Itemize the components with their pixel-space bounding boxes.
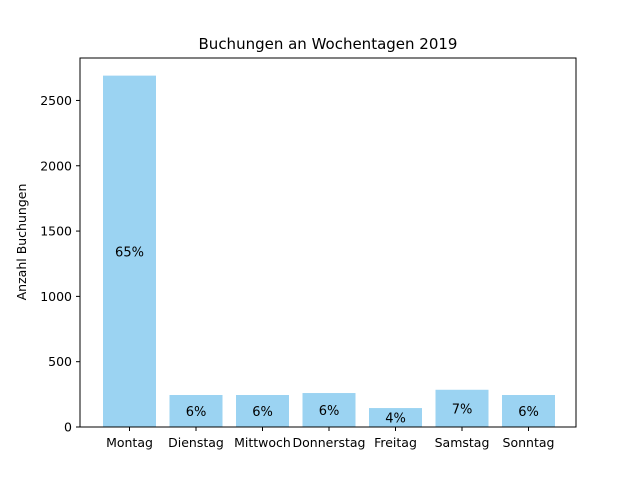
y-axis-label: Anzahl Buchungen (14, 184, 29, 301)
bar-samstag (435, 389, 489, 427)
x-tick-label: Samstag (435, 435, 490, 450)
data-label-donnerstag: 6% (319, 404, 340, 419)
y-tick-label: 1000 (40, 289, 72, 304)
bar-montag (103, 75, 156, 427)
x-tick-label: Freitag (374, 435, 417, 450)
bar-donnerstag (302, 393, 356, 427)
plot-frame (79, 57, 577, 428)
x-tick-label: Donnerstag (293, 435, 366, 450)
data-label-sonntag: 6% (518, 405, 539, 420)
y-tick-label: 2500 (40, 93, 72, 108)
x-tick-label: Mittwoch (234, 435, 291, 450)
y-tick-label: 1500 (40, 224, 72, 239)
y-ticks-layer: 0 500 1000 1500 2000 2500 (40, 93, 80, 435)
data-labels-layer: 65% 6% 6% 6% 4% 7% 6% (115, 245, 539, 426)
y-tick-label: 500 (48, 354, 72, 369)
bar-freitag (369, 408, 422, 427)
bar-sonntag (502, 395, 555, 427)
bar-dienstag (169, 395, 223, 427)
data-label-samstag: 7% (452, 402, 473, 417)
data-label-montag: 65% (115, 245, 144, 260)
bar-mittwoch (236, 395, 289, 427)
x-tick-label: Dienstag (168, 435, 224, 450)
y-tick-label: 0 (64, 420, 72, 435)
x-tick-label: Sonntag (503, 435, 555, 450)
bars-layer (103, 75, 555, 427)
data-label-mittwoch: 6% (252, 405, 273, 420)
chart-title: Buchungen an Wochentagen 2019 (199, 35, 458, 53)
x-tick-label: Montag (106, 435, 153, 450)
x-ticks-layer: Montag Dienstag Mittwoch Donnerstag Freitag S… (106, 427, 554, 450)
y-tick-label: 2000 (40, 158, 72, 173)
data-label-dienstag: 6% (186, 405, 207, 420)
data-label-freitag: 4% (385, 412, 406, 427)
